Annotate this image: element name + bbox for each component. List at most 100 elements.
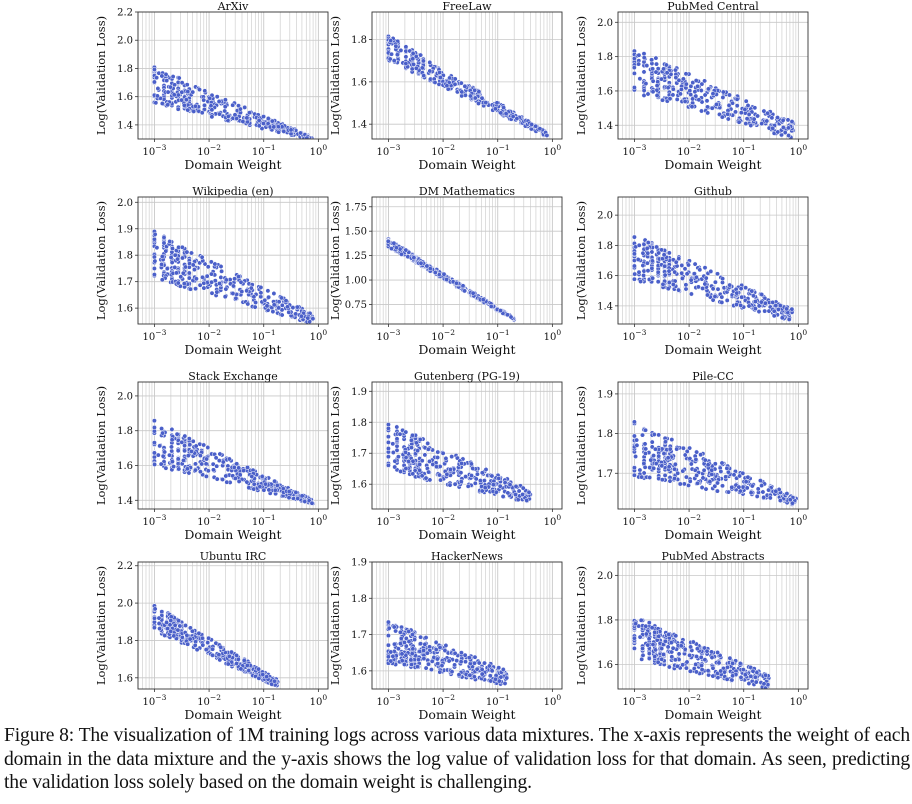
y-tick-label: 1.4 bbox=[597, 301, 613, 312]
data-point bbox=[712, 294, 718, 299]
data-point bbox=[645, 240, 651, 246]
data-point bbox=[738, 286, 744, 292]
data-point bbox=[681, 481, 687, 487]
plot-frame bbox=[137, 381, 329, 510]
data-point bbox=[294, 304, 300, 310]
series-points bbox=[631, 419, 799, 507]
data-point bbox=[410, 51, 416, 56]
data-point bbox=[683, 286, 689, 292]
data-point bbox=[730, 100, 735, 106]
y-tick-label: 1.8 bbox=[117, 426, 133, 437]
data-point bbox=[165, 626, 171, 632]
data-point bbox=[683, 71, 689, 77]
data-point bbox=[230, 102, 236, 108]
data-point bbox=[239, 289, 245, 295]
data-point bbox=[179, 439, 185, 445]
data-point bbox=[201, 442, 207, 448]
y-tick-label: 1.4 bbox=[117, 496, 133, 507]
data-point bbox=[415, 664, 420, 670]
data-point bbox=[153, 100, 159, 106]
data-point bbox=[385, 633, 391, 639]
data-point bbox=[664, 70, 670, 76]
chart-title: DM Mathematics bbox=[419, 185, 516, 198]
data-point bbox=[660, 281, 666, 287]
y-tick-label: 2.0 bbox=[117, 391, 133, 402]
data-point bbox=[481, 478, 487, 484]
data-point bbox=[397, 629, 403, 635]
data-point bbox=[720, 483, 725, 489]
data-point bbox=[244, 119, 250, 125]
data-point bbox=[680, 662, 686, 668]
data-point bbox=[676, 77, 682, 83]
data-point bbox=[199, 461, 205, 467]
data-point bbox=[403, 247, 409, 253]
data-point bbox=[459, 89, 465, 95]
data-point bbox=[734, 96, 740, 102]
data-point bbox=[262, 297, 268, 303]
data-point bbox=[199, 110, 205, 116]
x-axis-label: Domain Weight bbox=[418, 342, 515, 357]
data-point bbox=[640, 432, 645, 438]
data-point bbox=[775, 129, 781, 135]
data-point bbox=[710, 673, 716, 679]
data-point bbox=[720, 276, 726, 282]
data-point bbox=[739, 294, 745, 300]
data-point bbox=[669, 437, 675, 443]
data-point bbox=[665, 286, 671, 292]
data-point bbox=[784, 491, 790, 497]
data-point bbox=[176, 75, 182, 81]
data-point bbox=[193, 276, 199, 282]
data-point bbox=[719, 460, 725, 466]
data-point bbox=[683, 282, 689, 288]
data-point bbox=[403, 455, 409, 460]
data-point bbox=[667, 446, 673, 452]
data-point bbox=[184, 632, 190, 638]
data-point bbox=[745, 103, 751, 108]
x-tick-label: 100 bbox=[310, 513, 328, 528]
data-point bbox=[304, 135, 310, 139]
data-point bbox=[279, 312, 285, 318]
data-point bbox=[748, 673, 754, 679]
data-point bbox=[692, 467, 698, 473]
data-point bbox=[175, 280, 181, 286]
y-axis-label: Log(Validation Loss) bbox=[94, 386, 108, 505]
data-point bbox=[727, 655, 733, 661]
data-point bbox=[656, 432, 662, 438]
data-point bbox=[652, 629, 658, 635]
data-point bbox=[201, 97, 207, 103]
data-point bbox=[705, 462, 711, 468]
series-points bbox=[385, 33, 550, 138]
data-point bbox=[498, 308, 503, 314]
data-point bbox=[489, 668, 495, 674]
data-point bbox=[677, 481, 683, 487]
data-point bbox=[477, 478, 483, 484]
data-point bbox=[217, 451, 223, 457]
data-point bbox=[702, 657, 708, 663]
data-point bbox=[249, 474, 255, 479]
data-point bbox=[237, 472, 243, 478]
data-point bbox=[762, 308, 768, 314]
x-axis-label: Domain Weight bbox=[184, 157, 281, 172]
data-point bbox=[209, 290, 215, 296]
data-point bbox=[231, 464, 237, 470]
data-point bbox=[737, 473, 743, 479]
data-point bbox=[496, 665, 502, 671]
data-point bbox=[152, 462, 158, 467]
data-point bbox=[178, 274, 184, 280]
data-point bbox=[476, 101, 481, 106]
y-tick-label: 1.7 bbox=[597, 469, 613, 480]
series-points bbox=[631, 234, 795, 322]
data-point bbox=[435, 455, 441, 460]
data-point bbox=[672, 475, 677, 481]
data-point bbox=[676, 651, 682, 657]
data-point bbox=[688, 461, 694, 467]
data-point bbox=[219, 268, 225, 274]
data-point bbox=[392, 641, 397, 647]
data-point bbox=[710, 286, 716, 292]
data-point bbox=[729, 484, 735, 490]
data-point bbox=[189, 628, 195, 634]
data-point bbox=[260, 121, 266, 126]
data-point bbox=[265, 116, 271, 121]
data-point bbox=[666, 280, 672, 286]
data-point bbox=[155, 452, 161, 458]
